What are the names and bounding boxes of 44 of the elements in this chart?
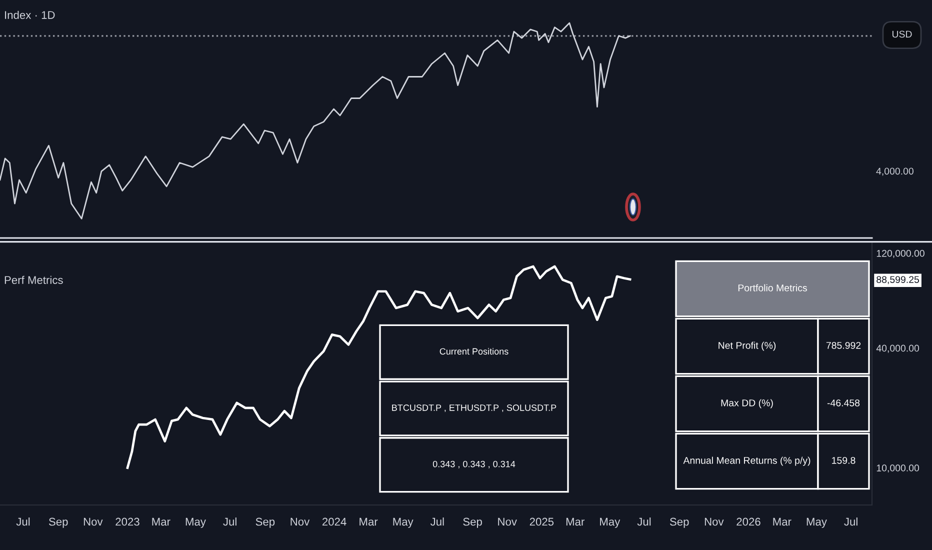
x-tick-label: Mar [360, 518, 378, 526]
x-tick-label: Mar [566, 518, 584, 526]
category-label: Net Profit (%) [718, 342, 776, 351]
x-tick-label: Mar [773, 518, 792, 526]
x-tick-label: Sep [670, 518, 689, 528]
text: USD [892, 30, 912, 38]
y-tick-label: 120,000.00 [876, 250, 924, 258]
x-tick-label: Nov [498, 518, 517, 526]
annotation: BTCUSDT.P , ETHUSDT.P , SOLUSDT.P [392, 404, 556, 412]
x-tick-label: May [186, 518, 206, 528]
text: Current Positions [440, 348, 508, 355]
x-tick-label: Jul [430, 518, 444, 526]
x-tick-label: 2023 [116, 518, 140, 526]
x-tick-label: Nov [290, 518, 310, 526]
text: 4,000.00 [876, 168, 914, 176]
x-tick-label: Nov [704, 518, 724, 526]
x-tick-label: May [600, 518, 620, 528]
chart-title: Index · 1D [5, 10, 55, 19]
x-tick-label: 2024 [322, 518, 346, 526]
x-tick-label: Sep [48, 518, 68, 528]
data-label: -46.458 [827, 399, 860, 406]
category-label: Annual Mean Returns (% p/y) [683, 456, 810, 466]
x-tick-label: Jul [844, 518, 858, 526]
data-label: 159.8 [832, 456, 856, 464]
x-tick-label: Mar [152, 518, 170, 526]
x-tick-label: Sep [256, 518, 275, 528]
x-tick-label: May [806, 518, 827, 528]
x-tick-label: 2026 [736, 518, 760, 526]
data-label: 785.992 [826, 342, 861, 349]
y-tick-label: 88,599.25 [876, 276, 920, 284]
x-tick-label: 2025 [530, 518, 554, 526]
x-tick-label: Nov [84, 518, 103, 526]
x-tick-label: Jul [637, 518, 651, 526]
text: Perf Metrics [4, 276, 63, 284]
annotation: Portfolio Metrics [738, 284, 807, 292]
annotation: 0.343 , 0.343 , 0.314 [432, 460, 516, 468]
x-tick-label: Jul [16, 518, 30, 526]
x-tick-label: Jul [223, 518, 236, 526]
y-tick-label: 10,000.00 [876, 464, 920, 473]
category-label: Max DD (%) [721, 399, 773, 408]
x-tick-label: Sep [463, 518, 482, 528]
line-series [126, 265, 632, 469]
x-tick-label: May [393, 518, 414, 528]
y-tick-label: 40,000.00 [876, 344, 920, 353]
